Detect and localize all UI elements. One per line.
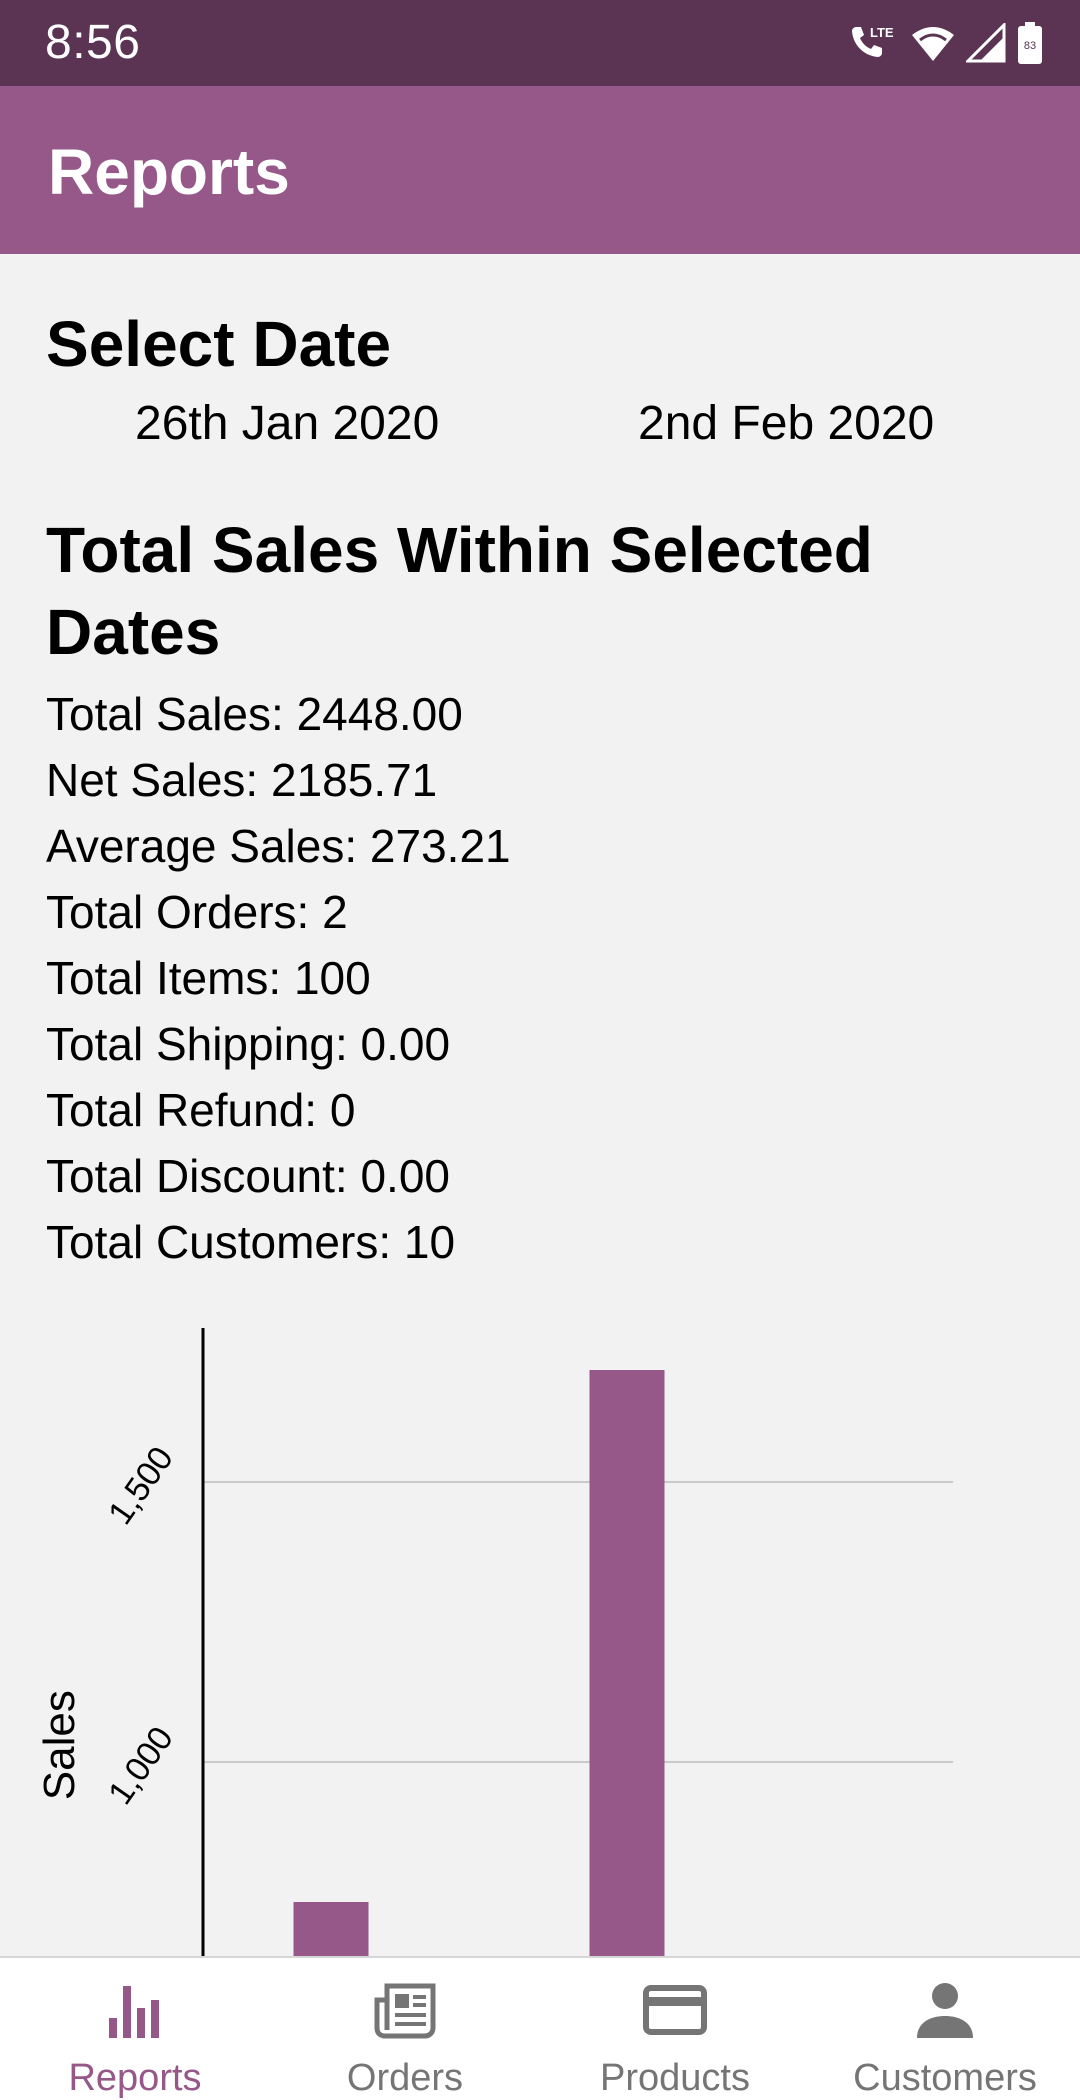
app-bar: Reports [0, 86, 1080, 254]
bar [589, 1370, 665, 1956]
person-icon [917, 1983, 973, 2038]
nav-label-products: Products [600, 2057, 750, 2099]
stat-total-orders: Total Orders: 2 [46, 886, 348, 938]
stat-total-discount: Total Discount: 0.00 [46, 1150, 451, 1202]
bar-chart-icon [109, 1986, 159, 2038]
wifi-icon [910, 23, 956, 63]
stat-total-sales: Total Sales: 2448.00 [46, 688, 463, 740]
reports-content: Select Date 26th Jan 2020 2nd Feb 2020 T… [0, 254, 1080, 1956]
nav-label-orders: Orders [346, 2057, 464, 2099]
total-sales-title-line2: Dates [46, 596, 221, 668]
signal-icon [966, 23, 1006, 63]
lte-label: LTE [870, 25, 894, 40]
bar [293, 1902, 369, 1956]
nav-item-customers[interactable]: Customers [810, 1958, 1080, 2100]
lte-call-icon: LTE [846, 21, 900, 65]
status-bar: 8:56 LTE 83 [0, 0, 1080, 86]
status-time: 8:56 [45, 16, 141, 69]
stat-total-items: Total Items: 100 [46, 952, 371, 1004]
select-date-title: Select Date [46, 308, 392, 380]
sales-stats-list: Total Sales: 2448.00 Net Sales: 2185.71 … [46, 681, 511, 1275]
credit-card-icon [643, 1985, 707, 2035]
y-tick-label: 1,500 [101, 1440, 181, 1532]
stat-total-refund: Total Refund: 0 [46, 1084, 356, 1136]
status-icons: LTE 83 [846, 20, 1044, 66]
stat-average-sales: Average Sales: 273.21 [46, 820, 511, 872]
nav-item-orders[interactable]: Orders [270, 1958, 540, 2100]
nav-label-reports: Reports [68, 2057, 202, 2099]
stat-net-sales: Net Sales: 2185.71 [46, 754, 438, 806]
start-date-picker[interactable]: 26th Jan 2020 [135, 397, 440, 450]
bottom-navigation: Reports Orders Products Customers [0, 1956, 1080, 2100]
nav-item-reports[interactable]: Reports [0, 1958, 270, 2100]
end-date-picker[interactable]: 2nd Feb 2020 [638, 397, 935, 450]
y-axis-label: Sales [35, 1690, 84, 1800]
stat-total-customers: Total Customers: 10 [46, 1216, 456, 1268]
total-sales-title-line1: Total Sales Within Selected [46, 514, 873, 586]
y-tick-label: 1,000 [101, 1720, 181, 1812]
battery-level: 83 [1024, 40, 1036, 52]
nav-item-products[interactable]: Products [540, 1958, 810, 2100]
newspaper-icon [374, 1983, 436, 2039]
battery-icon: 83 [1016, 21, 1044, 65]
stat-total-shipping: Total Shipping: 0.00 [46, 1018, 451, 1070]
nav-label-customers: Customers [853, 2057, 1037, 2099]
page-title: Reports [48, 136, 290, 208]
